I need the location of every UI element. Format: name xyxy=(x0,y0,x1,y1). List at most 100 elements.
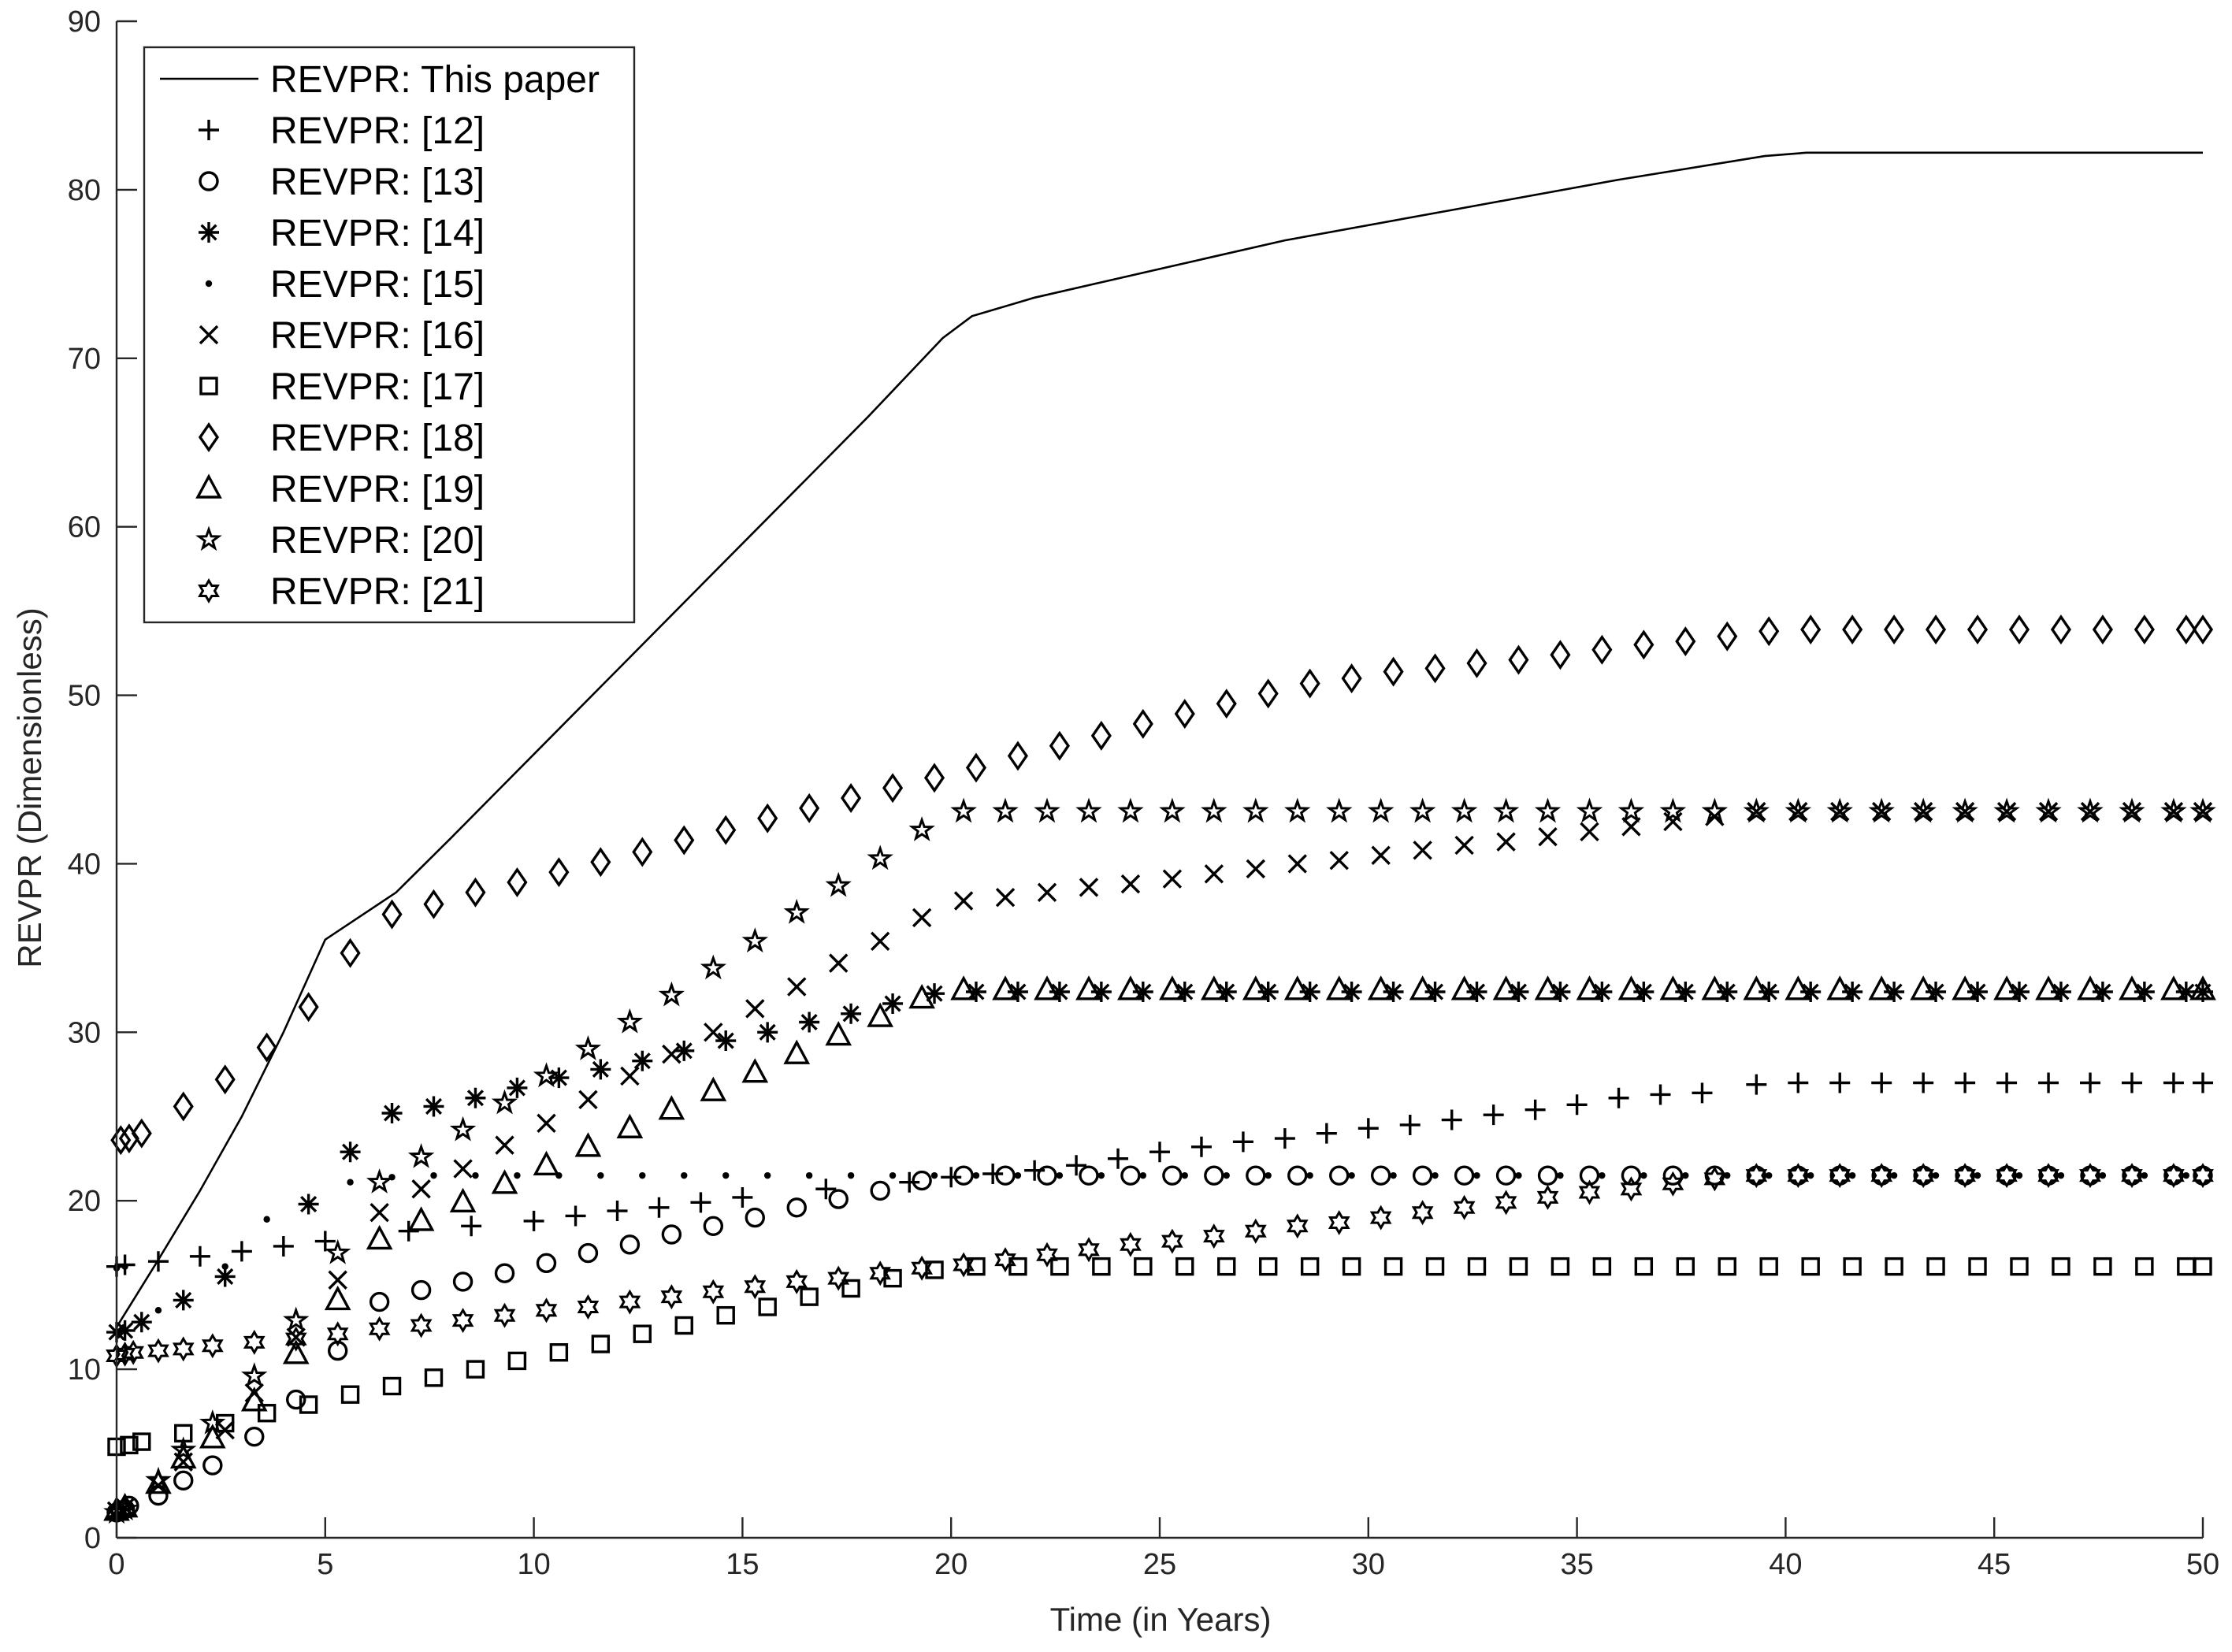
legend-item: REVPR: [18] xyxy=(198,418,485,459)
data-point xyxy=(1787,1163,1810,1189)
data-point xyxy=(1409,797,1436,823)
data-point xyxy=(1181,1171,1188,1179)
data-point xyxy=(1890,1171,1898,1179)
data-point xyxy=(1139,1171,1147,1179)
x-tick-label: 40 xyxy=(1769,1548,1802,1581)
data-point xyxy=(995,1165,1016,1186)
data-point xyxy=(1842,982,1863,1002)
legend-marker xyxy=(199,325,219,345)
data-point xyxy=(1162,869,1183,889)
data-point xyxy=(565,1205,586,1227)
data-point xyxy=(965,982,986,1002)
data-point xyxy=(243,1329,266,1355)
legend-label: REVPR: [21] xyxy=(270,571,485,613)
data-point xyxy=(994,1247,1016,1273)
data-point xyxy=(2175,982,2197,1002)
data-point xyxy=(199,1424,226,1449)
data-point xyxy=(548,1067,570,1089)
data-point xyxy=(1784,797,1812,823)
data-point xyxy=(1036,1242,1058,1268)
data-point xyxy=(616,1113,644,1138)
data-point xyxy=(370,1202,389,1223)
data-point xyxy=(889,1171,897,1179)
data-point xyxy=(1242,975,1269,1000)
data-point xyxy=(1578,1179,1601,1205)
data-point xyxy=(805,1171,813,1179)
data-point xyxy=(173,1290,194,1311)
data-point xyxy=(536,1253,557,1274)
data-point xyxy=(1659,797,1687,823)
data-point xyxy=(2134,614,2155,645)
data-point xyxy=(1161,1228,1183,1254)
legend-marker xyxy=(199,377,218,395)
data-point xyxy=(2008,614,2030,645)
data-point xyxy=(537,1113,556,1134)
data-point xyxy=(2008,982,2030,1002)
data-point xyxy=(514,1171,521,1179)
data-point xyxy=(1996,1163,2018,1189)
series-3 xyxy=(106,982,2213,1343)
data-point xyxy=(549,1343,569,1362)
series-4 xyxy=(113,1171,2190,1314)
data-point xyxy=(1201,975,1227,1000)
y-tick-label: 60 xyxy=(68,511,101,544)
legend-item: REVPR: [14] xyxy=(199,213,485,254)
legend-item: REVPR: This paper xyxy=(160,59,600,101)
data-point xyxy=(799,1012,820,1033)
x-tick-label: 0 xyxy=(108,1548,124,1581)
data-point xyxy=(1287,1165,1308,1186)
data-point xyxy=(1090,982,1112,1002)
data-point xyxy=(722,1171,730,1179)
data-point xyxy=(1299,668,1320,699)
data-point xyxy=(2193,1257,2212,1276)
data-point xyxy=(1286,1213,1309,1239)
data-point xyxy=(1190,1136,1212,1157)
data-point xyxy=(1538,827,1558,847)
data-point xyxy=(1075,975,1102,1000)
data-point xyxy=(1807,1171,1814,1179)
data-point xyxy=(1329,850,1349,871)
data-point xyxy=(145,1466,172,1492)
data-point xyxy=(1550,640,1571,670)
data-point xyxy=(1724,1171,1731,1179)
data-point xyxy=(577,1242,599,1264)
legend-item: REVPR: [17] xyxy=(199,366,485,408)
data-point xyxy=(282,1339,310,1364)
legend-item: REVPR: [21] xyxy=(198,571,485,613)
data-point xyxy=(2134,982,2155,1002)
data-point xyxy=(1242,797,1269,823)
data-point xyxy=(1325,975,1353,1000)
data-point xyxy=(1701,797,1729,823)
x-tick-label: 20 xyxy=(934,1548,967,1581)
legend-marker xyxy=(195,525,222,551)
y-axis-label: REVPR (Dimensionless) xyxy=(11,607,48,967)
data-point xyxy=(114,1320,136,1341)
data-point xyxy=(1149,1142,1170,1163)
data-point xyxy=(1492,797,1520,823)
data-point xyxy=(2119,975,2145,1000)
legend-item: REVPR: [20] xyxy=(195,520,485,562)
data-point xyxy=(1049,982,1070,1002)
data-point xyxy=(674,1316,693,1335)
data-point xyxy=(2092,614,2113,645)
data-point xyxy=(170,1436,197,1462)
data-point xyxy=(1993,975,2020,1000)
data-point xyxy=(1550,982,1571,1002)
x-tick-label: 45 xyxy=(1978,1548,2011,1581)
data-point xyxy=(620,1066,640,1086)
data-point xyxy=(841,783,862,814)
data-point xyxy=(825,1021,852,1046)
y-tick-label: 0 xyxy=(84,1522,101,1555)
data-point xyxy=(912,1170,932,1191)
data-point xyxy=(912,908,932,928)
data-point xyxy=(1676,1257,1695,1276)
data-point xyxy=(1132,708,1153,739)
data-point xyxy=(1467,1257,1487,1276)
data-point xyxy=(324,1285,351,1311)
data-point xyxy=(870,931,890,952)
data-point xyxy=(1701,975,1729,1000)
data-point xyxy=(2038,1072,2059,1093)
data-point xyxy=(1369,1205,1392,1231)
data-point xyxy=(1079,878,1099,897)
data-point xyxy=(382,1376,402,1396)
